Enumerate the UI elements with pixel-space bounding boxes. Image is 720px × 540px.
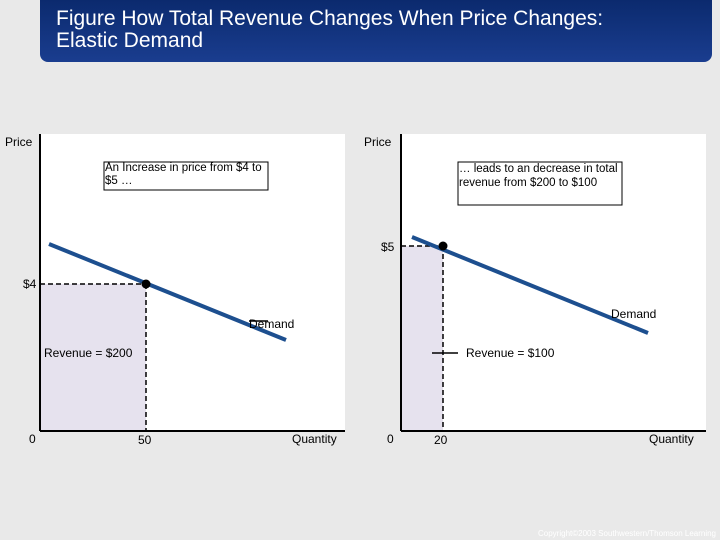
right-annotation-text: … leads to an decrease in total revenue … [459,163,618,189]
left-price-label: $4 [23,277,37,291]
left-quantity-label: 50 [138,433,152,447]
right-revenue-area [401,246,443,431]
slide-title: Figure How Total Revenue Changes When Pr… [40,0,712,62]
left-revenue-area [40,284,146,431]
left-demand-curve [48,242,287,342]
left-origin-label: 0 [29,432,36,446]
right-origin-label: 0 [387,432,394,446]
left-annotation-text: An Increase in price from $4 to $5 … [105,162,262,187]
right-quantity-label: 20 [434,433,448,447]
left-equilibrium-point [141,279,151,289]
right-x-axis-label: Quantity [649,432,694,446]
title-line-2: Elastic Demand [56,29,204,52]
left-demand-label: Demand [249,317,294,331]
copyright-notice: Copyright©2003 Southwestern/Thomson Lear… [538,529,716,538]
right-equilibrium-point [438,241,448,251]
right-demand-label: Demand [611,307,656,321]
right-price-label: $5 [381,240,395,254]
title-line-1: Figure How Total Revenue Changes When Pr… [56,7,604,30]
left-annotation: An Increase in price from $4 to $5 … [105,162,262,187]
right-demand-curve [411,235,649,335]
left-annotation-box [103,161,269,191]
right-y-axis-label: Price [364,135,392,149]
left-panel: Price $4 0 50 Quantity Demand Revenue = … [5,134,345,447]
left-y-axis-label: Price [5,135,33,149]
right-panel: Price $5 0 20 Quantity Demand Revenue = … [364,134,706,447]
right-annotation-box [457,161,623,206]
left-revenue-label: Revenue = $200 [44,346,133,360]
right-revenue-label: Revenue = $100 [466,346,555,360]
left-x-axis-label: Quantity [292,432,337,446]
right-annotation: … leads to an decrease in total revenue … [459,163,618,189]
